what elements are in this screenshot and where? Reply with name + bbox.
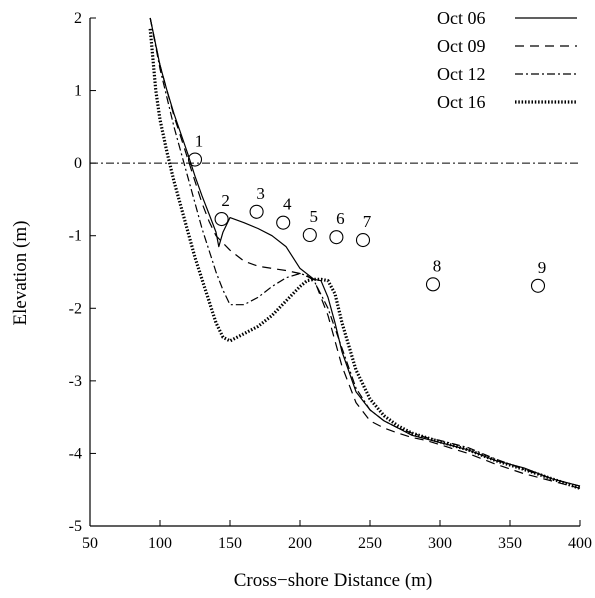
gauge-label: 4 — [283, 195, 292, 214]
y-tick-label: -4 — [69, 445, 82, 462]
legend: Oct 06 Oct 09 Oct 12 Oct 16 — [437, 8, 577, 112]
y-tick-label: -3 — [69, 373, 82, 390]
gauge-marker — [214, 211, 229, 227]
gauge-layer: 1 2 345 6 7 8 9 — [187, 132, 547, 293]
series-layer — [148, 17, 581, 490]
x-tick-label: 350 — [498, 535, 522, 552]
x-axis-title: Cross−shore Distance (m) — [234, 570, 433, 591]
series-line-oct-06 — [149, 17, 581, 487]
gauge-marker — [276, 215, 291, 230]
gauge-marker — [329, 230, 344, 245]
legend-label: Oct 06 — [437, 8, 486, 28]
gauge-marker — [425, 277, 441, 292]
axes-layer: 50 100 150 200 250 300 350 400 2 1 0 -1 -2 -3 -4 -5 — [69, 10, 592, 552]
y-tick-label: 0 — [74, 155, 82, 172]
x-tick-label: 50 — [82, 535, 98, 552]
gauge-marker — [187, 152, 203, 167]
gauge-label: 7 — [363, 212, 372, 231]
y-tick-label: 1 — [74, 83, 82, 100]
legend-label: Oct 12 — [437, 64, 486, 84]
gauge-label: 6 — [336, 209, 345, 228]
gauge-marker — [355, 233, 371, 248]
y-tick-label: 2 — [74, 10, 82, 27]
gauge-label: 8 — [433, 256, 442, 275]
series-line-oct-09 — [149, 17, 581, 489]
series-line-oct-12 — [149, 17, 581, 487]
x-tick-label: 250 — [358, 535, 382, 552]
gauge-marker — [249, 204, 264, 219]
gauge-label: 9 — [538, 258, 547, 277]
x-tick-label: 150 — [218, 535, 242, 552]
y-tick-label: -5 — [69, 518, 82, 535]
x-tick-label: 100 — [148, 535, 172, 552]
y-axis-title: Elevation (m) — [10, 221, 31, 326]
x-tick-label: 400 — [568, 535, 592, 552]
gauge-label: 1 — [195, 132, 204, 151]
gauge-label: 5 — [310, 207, 319, 226]
legend-label: Oct 16 — [437, 92, 486, 112]
gauge-label: 3 — [256, 184, 265, 203]
gauge-marker — [302, 227, 317, 243]
series-line-oct-16 — [148, 28, 581, 490]
gauge-label: 2 — [221, 191, 230, 210]
x-tick-label: 200 — [288, 535, 312, 552]
x-tick-label: 300 — [428, 535, 452, 552]
gauge-marker — [530, 278, 546, 293]
y-tick-label: -1 — [69, 228, 82, 245]
legend-label: Oct 09 — [437, 36, 486, 56]
y-tick-label: -2 — [69, 300, 82, 317]
